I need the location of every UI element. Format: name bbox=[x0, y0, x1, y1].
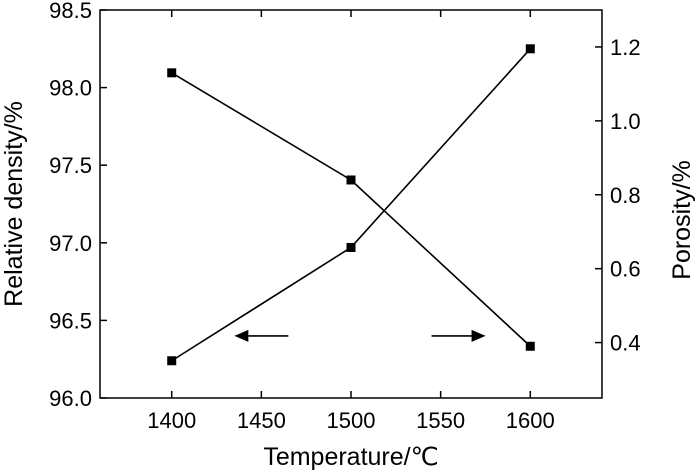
y-right-tick-label: 0.8 bbox=[610, 183, 641, 208]
y-left-tick-label: 96.5 bbox=[49, 308, 92, 333]
y-right-tick-label: 1.0 bbox=[610, 109, 641, 134]
y-axis-right-title: Porosity/% bbox=[668, 160, 696, 279]
porosity-line bbox=[171, 72, 531, 347]
x-tick-label: 1600 bbox=[506, 408, 555, 433]
porosity-point bbox=[525, 341, 535, 351]
right-arrow-icon bbox=[471, 329, 486, 342]
x-tick-label: 1550 bbox=[416, 408, 465, 433]
y-left-tick-label: 98.5 bbox=[49, 0, 92, 23]
y-right-tick-label: 1.2 bbox=[610, 35, 641, 60]
relative-density-point bbox=[346, 242, 356, 252]
x-axis-title: Temperature/℃ bbox=[263, 443, 438, 471]
ticks: 1400 1450 1500 1550 1600 96.0 96.5 97.0 97.5 98.0… bbox=[49, 0, 640, 433]
y-left-tick-label: 96.0 bbox=[49, 386, 92, 411]
y-left-tick-label: 97.5 bbox=[49, 153, 92, 178]
porosity-point bbox=[167, 68, 177, 78]
relative-density-point bbox=[167, 356, 177, 366]
y-left-tick-label: 98.0 bbox=[49, 76, 92, 101]
markers bbox=[167, 44, 535, 366]
x-tick-label: 1450 bbox=[237, 408, 286, 433]
relative-density-line bbox=[171, 48, 531, 362]
x-tick-label: 1400 bbox=[147, 408, 196, 433]
y-left-tick-label: 97.0 bbox=[49, 231, 92, 256]
y-right-tick-label: 0.4 bbox=[610, 331, 641, 356]
y-right-tick-label: 0.6 bbox=[610, 257, 641, 282]
series-lines bbox=[171, 48, 531, 362]
left-arrow-icon bbox=[234, 329, 249, 342]
plot-frame bbox=[99, 9, 603, 399]
annotations bbox=[234, 329, 486, 342]
relative-density-point bbox=[525, 44, 535, 54]
y-axis-left-title: Relative density/% bbox=[0, 101, 28, 307]
x-tick-label: 1500 bbox=[327, 408, 376, 433]
porosity-point bbox=[346, 175, 356, 185]
